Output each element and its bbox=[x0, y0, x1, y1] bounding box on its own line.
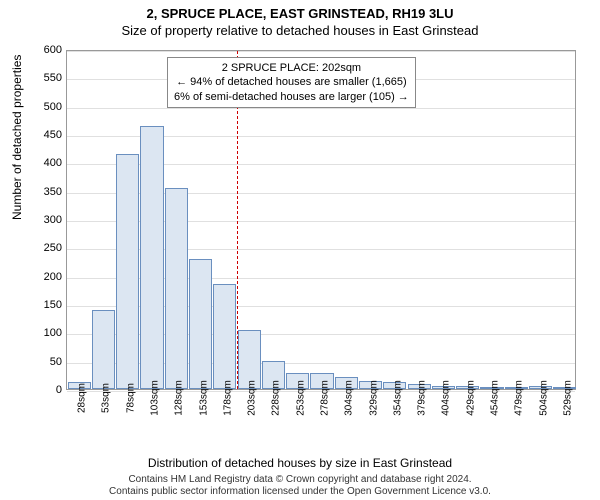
y-tick-label: 450 bbox=[32, 129, 62, 141]
histogram-bar bbox=[116, 154, 139, 389]
x-tick-label: 429sqm bbox=[465, 380, 476, 416]
footer-attribution: Contains HM Land Registry data © Crown c… bbox=[0, 474, 600, 498]
histogram-bar bbox=[189, 259, 212, 389]
y-tick-label: 500 bbox=[32, 101, 62, 113]
x-tick-label: 404sqm bbox=[441, 380, 452, 416]
x-tick-label: 103sqm bbox=[150, 380, 161, 416]
y-tick-label: 400 bbox=[32, 157, 62, 169]
histogram-bar bbox=[140, 126, 163, 390]
x-tick-label: 178sqm bbox=[222, 380, 233, 416]
page-title: 2, SPRUCE PLACE, EAST GRINSTEAD, RH19 3L… bbox=[0, 0, 600, 21]
x-tick-label: 329sqm bbox=[368, 380, 379, 416]
x-tick-label: 228sqm bbox=[271, 380, 282, 416]
x-tick-label: 504sqm bbox=[538, 380, 549, 416]
y-tick-label: 100 bbox=[32, 327, 62, 339]
histogram-bar bbox=[165, 188, 188, 389]
y-axis-label: Number of detached properties bbox=[10, 55, 24, 220]
histogram-bar bbox=[92, 310, 115, 389]
annotation-line2: ← 94% of detached houses are smaller (1,… bbox=[174, 75, 409, 89]
y-tick-label: 50 bbox=[32, 356, 62, 368]
annotation-line1: 2 SPRUCE PLACE: 202sqm bbox=[174, 61, 409, 75]
y-tick-label: 150 bbox=[32, 299, 62, 311]
y-tick-label: 600 bbox=[32, 44, 62, 56]
histogram-bar bbox=[213, 284, 236, 389]
y-tick-label: 200 bbox=[32, 271, 62, 283]
x-tick-label: 304sqm bbox=[344, 380, 355, 416]
x-tick-label: 479sqm bbox=[514, 380, 525, 416]
y-tick-container: 050100150200250300350400450500550600 bbox=[30, 50, 66, 390]
footer-line2: Contains public sector information licen… bbox=[0, 486, 600, 498]
x-tick-container: 28sqm53sqm78sqm103sqm128sqm153sqm178sqm2… bbox=[66, 392, 576, 462]
x-tick-label: 354sqm bbox=[392, 380, 403, 416]
x-tick-label: 203sqm bbox=[247, 380, 258, 416]
x-tick-label: 454sqm bbox=[490, 380, 501, 416]
gridline-horizontal bbox=[67, 51, 575, 52]
x-tick-label: 78sqm bbox=[125, 383, 136, 413]
y-tick-label: 250 bbox=[32, 242, 62, 254]
y-tick-label: 300 bbox=[32, 214, 62, 226]
annotation-line3: 6% of semi-detached houses are larger (1… bbox=[174, 90, 409, 104]
page-subtitle: Size of property relative to detached ho… bbox=[0, 21, 600, 38]
footer-line1: Contains HM Land Registry data © Crown c… bbox=[0, 474, 600, 486]
x-tick-label: 529sqm bbox=[562, 380, 573, 416]
x-tick-label: 28sqm bbox=[77, 383, 88, 413]
y-tick-label: 550 bbox=[32, 72, 62, 84]
x-tick-label: 153sqm bbox=[198, 380, 209, 416]
x-axis-label: Distribution of detached houses by size … bbox=[0, 456, 600, 470]
x-tick-label: 278sqm bbox=[320, 380, 331, 416]
x-tick-label: 128sqm bbox=[174, 380, 185, 416]
x-tick-label: 379sqm bbox=[417, 380, 428, 416]
y-tick-label: 350 bbox=[32, 186, 62, 198]
chart-plot-area: 2 SPRUCE PLACE: 202sqm ← 94% of detached… bbox=[66, 50, 576, 390]
annotation-box: 2 SPRUCE PLACE: 202sqm ← 94% of detached… bbox=[167, 57, 416, 108]
x-tick-label: 53sqm bbox=[101, 383, 112, 413]
x-tick-label: 253sqm bbox=[295, 380, 306, 416]
y-tick-label: 0 bbox=[32, 384, 62, 396]
